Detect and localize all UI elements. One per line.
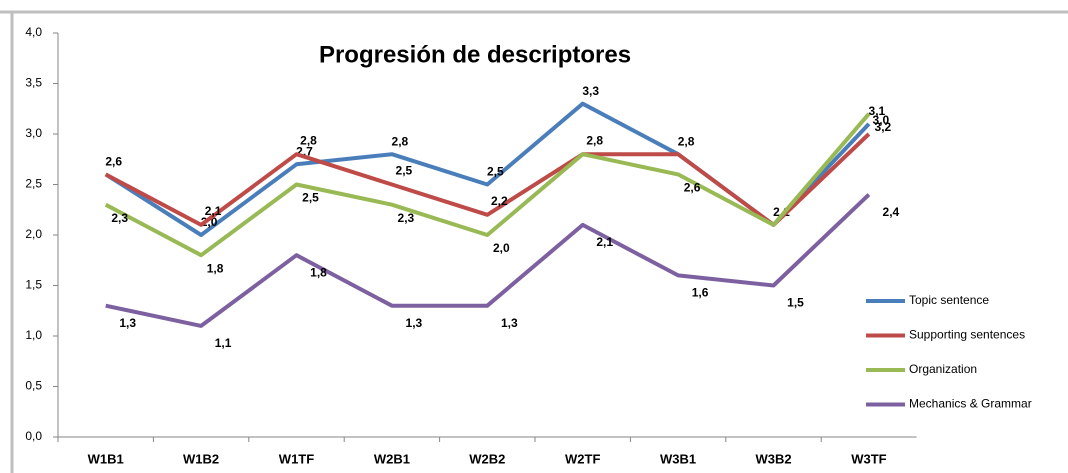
data-label: 2,0 <box>201 215 218 229</box>
y-tick-label: 1,5 <box>25 278 42 292</box>
data-label: 1,3 <box>501 316 518 330</box>
data-label: 2,5 <box>302 191 319 205</box>
data-label: 2,6 <box>105 155 122 169</box>
data-label: 2,0 <box>493 241 510 255</box>
data-label: 2,3 <box>398 211 415 225</box>
legend-label: Organization <box>909 362 977 376</box>
series-line <box>105 193 871 328</box>
data-label: 2,8 <box>392 134 409 148</box>
x-tick-label: W1B2 <box>183 451 219 466</box>
data-label: 3,0 <box>873 113 890 127</box>
y-tick-label: 2,0 <box>25 227 42 241</box>
data-label: 2,1 <box>596 235 613 249</box>
x-tick-label: W2B2 <box>469 451 505 466</box>
x-tick-label: W2B1 <box>374 451 410 466</box>
data-label: 2,3 <box>111 211 128 225</box>
y-tick-label: 0,0 <box>25 429 42 443</box>
data-label: 2,5 <box>487 165 504 179</box>
data-label: 2,4 <box>883 205 900 219</box>
data-label: 1,8 <box>310 265 327 279</box>
data-label: 2,1 <box>205 204 222 218</box>
chart-title: Progresión de descriptores <box>319 41 631 68</box>
x-tick-label: W3B2 <box>755 451 791 466</box>
data-label: 1,3 <box>406 316 423 330</box>
data-label: 1,5 <box>787 296 804 310</box>
data-label: 3,3 <box>582 84 599 98</box>
x-tick-label: W3TF <box>851 451 886 466</box>
y-tick-label: 2,5 <box>25 177 42 191</box>
x-tick-label: W3B1 <box>660 451 696 466</box>
data-label: 2,5 <box>396 164 413 178</box>
x-tick-label: W2TF <box>565 451 600 466</box>
x-tick-label: W1B1 <box>88 451 124 466</box>
legend-label: Mechanics & Grammar <box>909 397 1032 411</box>
data-label: 2,8 <box>300 133 317 147</box>
legend-label: Supporting sentences <box>909 328 1025 342</box>
y-tick-label: 4,0 <box>25 25 42 39</box>
y-tick-label: 3,0 <box>25 126 42 140</box>
legend-label: Topic sentence <box>909 293 989 307</box>
y-tick-label: 0,5 <box>25 379 42 393</box>
data-label: 1,8 <box>207 261 224 275</box>
data-label: 3,1 <box>869 104 886 118</box>
x-tick-label: W1TF <box>279 451 314 466</box>
y-tick-label: 1,0 <box>25 328 42 342</box>
data-label: 1,3 <box>119 316 136 330</box>
series-line <box>104 112 871 258</box>
series-line <box>104 132 871 227</box>
y-tick-label: 3,5 <box>25 76 42 90</box>
data-label: 2,2 <box>491 194 508 208</box>
data-label: 1,6 <box>692 286 709 300</box>
data-label: 1,1 <box>215 336 232 350</box>
data-label: 3,2 <box>875 120 892 134</box>
data-label: 2,8 <box>678 134 695 148</box>
data-label: 2,6 <box>684 181 701 195</box>
data-label: 2,8 <box>586 133 603 147</box>
